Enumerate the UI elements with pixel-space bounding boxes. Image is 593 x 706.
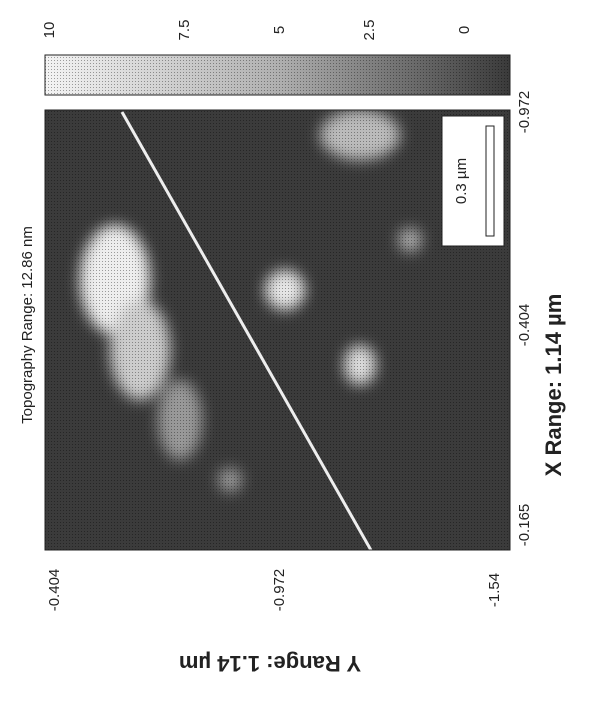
y-tick-label: -1.54 bbox=[486, 573, 503, 607]
y-range-label: Y Range: 1.14 µm bbox=[179, 651, 361, 676]
colorbar-tick-label: 7.5 bbox=[176, 20, 193, 41]
x-tick-label: -0.165 bbox=[516, 504, 533, 547]
y-tick-label: -0.404 bbox=[46, 569, 63, 612]
x-tick-label: -0.404 bbox=[516, 304, 533, 347]
scale-bar-label: 0.3 µm bbox=[453, 158, 470, 204]
colorbar bbox=[44, 54, 511, 96]
x-tick-label: -0.972 bbox=[516, 91, 533, 134]
colorbar-tick-label: 5 bbox=[271, 26, 288, 34]
x-range-label: X Range: 1.14 µm bbox=[541, 294, 566, 477]
colorbar-tick-label: 2.5 bbox=[361, 20, 378, 41]
colorbar-tick-label: 0 bbox=[456, 26, 473, 34]
title: Topography Range: 12.86 nm bbox=[19, 226, 36, 424]
colorbar-tick-label: 10 bbox=[41, 22, 58, 39]
image-frame bbox=[44, 109, 511, 551]
afm-image bbox=[45, 110, 510, 550]
y-tick-label: -0.972 bbox=[271, 569, 288, 612]
